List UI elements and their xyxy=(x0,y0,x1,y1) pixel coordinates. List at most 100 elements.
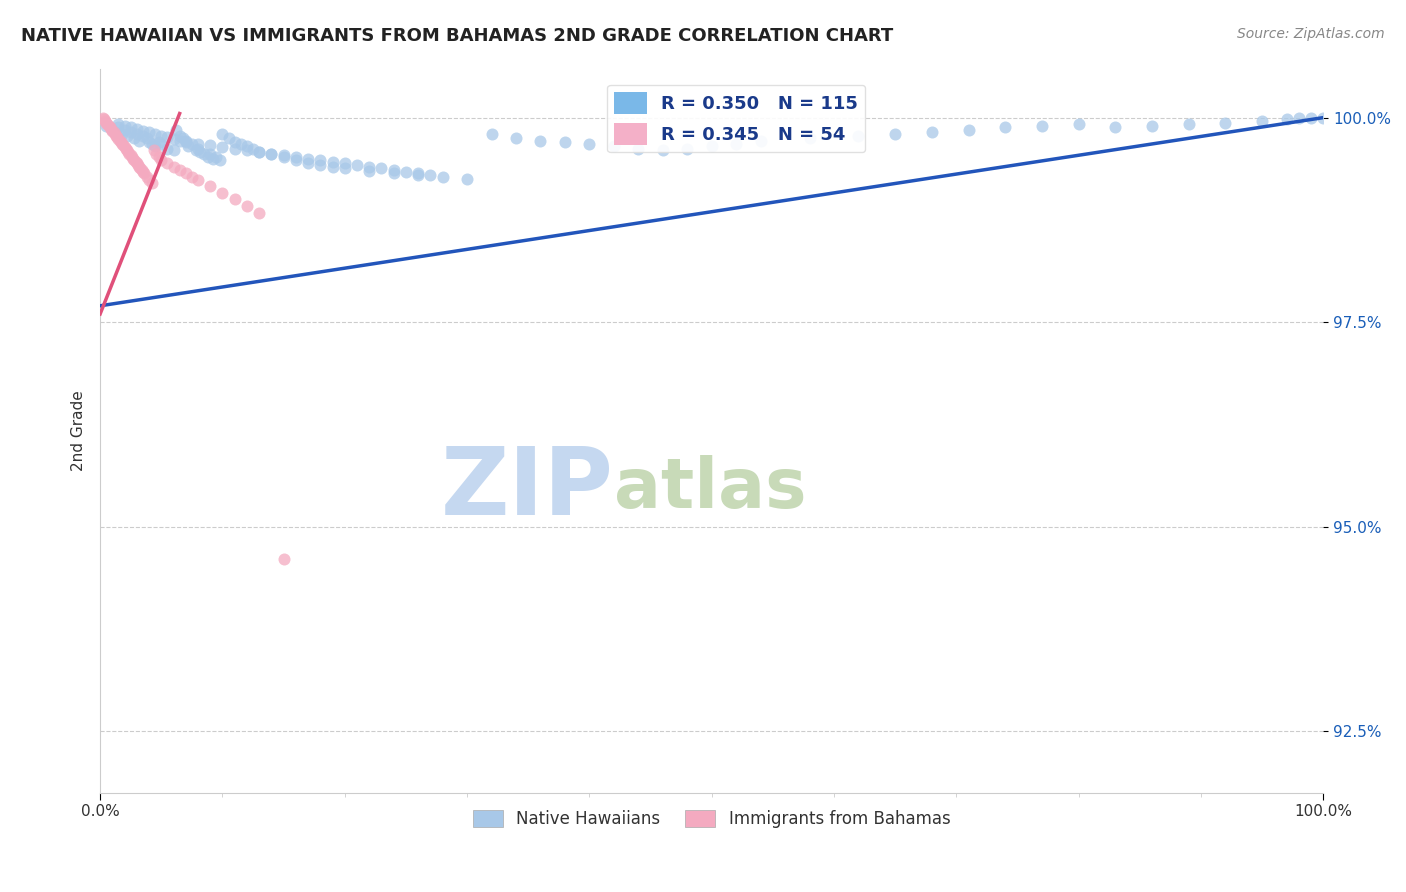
Point xyxy=(105,130,128,145)
Point xyxy=(333,156,356,170)
Text: atlas: atlas xyxy=(614,455,807,522)
Point xyxy=(128,134,150,148)
Point xyxy=(432,169,454,184)
Point xyxy=(110,135,132,149)
Point xyxy=(174,134,197,148)
Point xyxy=(103,125,125,139)
Point xyxy=(122,152,145,166)
Point xyxy=(359,160,381,174)
Point xyxy=(112,138,135,153)
Point xyxy=(156,130,179,145)
Point xyxy=(156,156,179,170)
Point xyxy=(419,168,441,182)
Point xyxy=(121,150,143,164)
Point xyxy=(284,153,307,168)
Point xyxy=(749,134,772,148)
Point xyxy=(96,115,118,129)
Point xyxy=(1031,119,1053,133)
Point xyxy=(148,135,170,149)
Point xyxy=(190,145,212,159)
Point xyxy=(359,163,381,178)
Point xyxy=(132,124,155,138)
Point xyxy=(725,136,748,151)
Point xyxy=(200,138,222,153)
Point xyxy=(1251,114,1274,128)
Point xyxy=(169,163,191,178)
Point xyxy=(129,161,152,176)
Point xyxy=(529,134,551,148)
Point xyxy=(162,160,184,174)
Point xyxy=(247,145,270,159)
Point xyxy=(177,139,200,153)
Point xyxy=(145,146,167,161)
Point xyxy=(180,169,202,184)
Point xyxy=(107,120,129,135)
Point xyxy=(205,150,228,164)
Point xyxy=(333,161,356,176)
Point xyxy=(211,140,233,154)
Text: NATIVE HAWAIIAN VS IMMIGRANTS FROM BAHAMAS 2ND GRADE CORRELATION CHART: NATIVE HAWAIIAN VS IMMIGRANTS FROM BAHAM… xyxy=(21,27,893,45)
Point xyxy=(108,134,131,148)
Point xyxy=(138,135,160,149)
Point xyxy=(273,148,295,162)
Point xyxy=(114,119,136,133)
Point xyxy=(169,134,191,148)
Point xyxy=(114,142,136,156)
Point xyxy=(125,156,148,170)
Point xyxy=(96,119,118,133)
Point xyxy=(111,136,134,151)
Point xyxy=(247,145,270,159)
Point xyxy=(128,160,150,174)
Point xyxy=(174,135,197,149)
Point xyxy=(193,147,215,161)
Point xyxy=(98,120,121,135)
Point xyxy=(114,140,136,154)
Legend: Native Hawaiians, Immigrants from Bahamas: Native Hawaiians, Immigrants from Bahama… xyxy=(467,804,957,835)
Point xyxy=(297,152,319,166)
Point xyxy=(101,123,124,137)
Point xyxy=(1299,111,1322,125)
Point xyxy=(578,136,600,151)
Point xyxy=(1104,120,1126,135)
Point xyxy=(236,139,259,153)
Text: Source: ZipAtlas.com: Source: ZipAtlas.com xyxy=(1237,27,1385,41)
Point xyxy=(105,128,128,143)
Point xyxy=(114,123,136,137)
Point xyxy=(676,142,699,156)
Point xyxy=(174,166,197,180)
Point xyxy=(224,142,246,156)
Point xyxy=(115,128,138,143)
Point xyxy=(100,122,122,136)
Point xyxy=(273,150,295,164)
Point xyxy=(165,123,187,137)
Point xyxy=(1275,112,1298,127)
Point xyxy=(96,117,118,131)
Point xyxy=(1177,117,1199,131)
Point xyxy=(957,123,980,137)
Point xyxy=(297,155,319,169)
Point xyxy=(142,144,165,158)
Point xyxy=(224,135,246,149)
Point xyxy=(200,147,222,161)
Point xyxy=(456,172,478,186)
Point xyxy=(156,142,179,156)
Point xyxy=(107,117,129,131)
Point xyxy=(200,179,222,194)
Point xyxy=(132,164,155,178)
Y-axis label: 2nd Grade: 2nd Grade xyxy=(72,390,86,471)
Point xyxy=(97,119,120,133)
Point xyxy=(93,112,115,127)
Point xyxy=(124,154,146,169)
Point xyxy=(229,136,252,151)
Point xyxy=(131,163,153,178)
Point xyxy=(406,168,429,182)
Point xyxy=(169,128,191,143)
Point xyxy=(208,153,231,168)
Point xyxy=(120,120,142,135)
Point xyxy=(651,144,673,158)
Point xyxy=(115,144,138,158)
Point xyxy=(187,173,209,187)
Point xyxy=(395,164,418,178)
Point xyxy=(127,158,149,172)
Point xyxy=(309,158,332,172)
